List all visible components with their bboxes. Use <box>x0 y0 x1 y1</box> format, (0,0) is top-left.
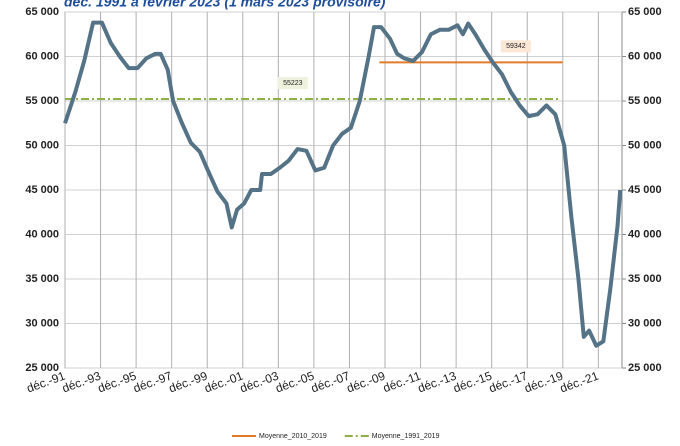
y2-tick-label: 45 000 <box>628 184 662 196</box>
y2-tick-label: 55 000 <box>628 95 662 107</box>
y-tick-label: 45 000 <box>25 184 59 196</box>
y-tick-label: 50 000 <box>25 139 59 151</box>
y-tick-label: 65 000 <box>25 6 59 18</box>
legend-label: Moyenne_1991_2019 <box>372 433 440 440</box>
annotation-box <box>277 77 308 90</box>
annotation-box <box>500 40 531 53</box>
y-tick-label: 25 000 <box>25 362 59 374</box>
y2-tick-label: 65 000 <box>628 6 662 18</box>
annotation: 55223 <box>283 80 303 87</box>
y-tick-label: 30 000 <box>25 317 59 329</box>
y-tick-label: 35 000 <box>25 273 59 285</box>
line-series <box>63 20 623 348</box>
y-tick-label: 40 000 <box>25 228 59 240</box>
y2-tick-label: 35 000 <box>628 273 662 285</box>
y-tick-label: 55 000 <box>25 95 59 107</box>
legend-label: Moyenne_2010_2019 <box>259 433 327 440</box>
y2-tick-label: 50 000 <box>628 139 662 151</box>
y2-tick-label: 25 000 <box>628 362 662 374</box>
chart-title: déc. 1991 à février 2023 (1 mars 2023 pr… <box>64 0 386 10</box>
y2-tick-label: 30 000 <box>628 317 662 329</box>
y-tick-label: 60 000 <box>25 50 59 62</box>
x-tick-label: déc.-21 <box>558 369 601 396</box>
annotation: 59342 <box>506 43 526 50</box>
y2-tick-label: 40 000 <box>628 228 662 240</box>
y2-tick-label: 60 000 <box>628 50 662 62</box>
